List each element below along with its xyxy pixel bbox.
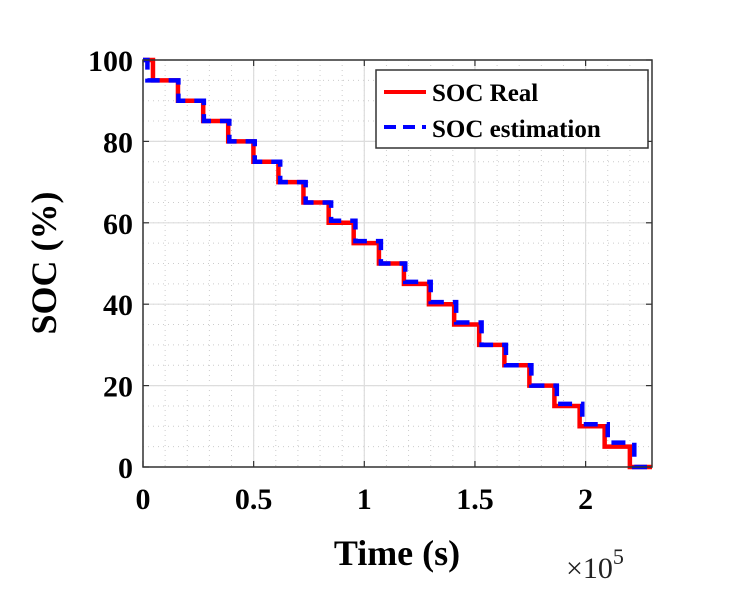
legend-box [375,69,649,149]
y-tick-label: 100 [88,45,133,78]
x-tick-label: 0.5 [235,483,273,516]
y-tick-label: 40 [103,289,133,322]
x-tick-label: 0 [136,483,151,516]
series-line-soc-estimation [143,57,652,470]
y-axis-label: SOC (%) [24,192,64,335]
legend-label-soc-estimation: SOC estimation [432,116,601,143]
x-tick-label: 2 [578,483,593,516]
legend-label-soc-real: SOC Real [432,80,538,107]
x-tick-label: 1.5 [456,483,494,516]
y-tick-label: 0 [118,452,133,485]
x-axis-label: Time (s) [334,533,460,573]
x-multiplier: ×105 [566,544,624,585]
axes-frame [142,59,653,468]
y-tick-label: 60 [103,208,133,241]
y-tick-label: 20 [103,371,133,404]
x-multiplier-exponent: 5 [613,544,624,569]
x-multiplier-base: ×10 [566,552,613,585]
y-tick-label: 80 [103,126,133,159]
x-tick-label: 1 [357,483,372,516]
series-lines [143,57,652,470]
legend: SOC Real SOC estimation [375,69,649,149]
